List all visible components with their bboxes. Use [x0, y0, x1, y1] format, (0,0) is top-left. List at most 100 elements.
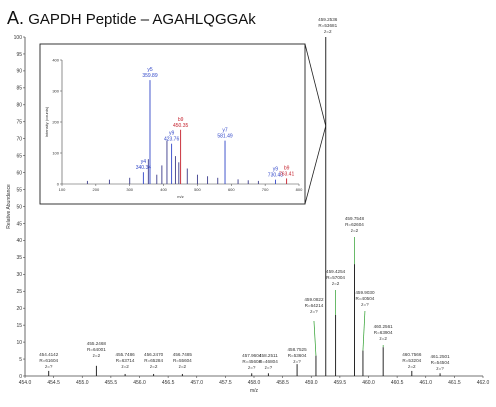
y-tick-label: 35 — [16, 255, 22, 261]
x-tick-label: 455.5 — [105, 380, 118, 386]
y-tick-label: 10 — [16, 340, 22, 346]
peak-label-line: R=55604 — [173, 358, 192, 363]
figure-title: A. GAPDH Peptide – AGAHLQGGAk — [7, 8, 256, 29]
peak-label-line: z=? — [361, 302, 369, 307]
y-tick-label: 85 — [16, 86, 22, 92]
x-tick-label: 456.5 — [162, 380, 175, 386]
inset-x-tick-label: 100 — [59, 187, 66, 192]
inset-ion-label: y9 — [169, 131, 175, 137]
x-tick-label: 456.0 — [133, 380, 146, 386]
x-tick-label: 462.0 — [477, 380, 490, 386]
peak-label-line: z=? — [45, 364, 53, 369]
x-tick-label: 457.5 — [219, 380, 232, 386]
peak-label-line: 460.7566 — [402, 352, 422, 357]
peak-label-line: z=2 — [332, 281, 340, 286]
x-tick-label: 454.5 — [47, 380, 60, 386]
y-tick-label: 20 — [16, 306, 22, 312]
inset-y-axis-label: Intensity (counts) — [44, 106, 49, 137]
inset-x-tick-label: 200 — [93, 187, 100, 192]
inset-ion-mz: 763.41 — [279, 171, 295, 177]
peak-label-line: 459.9030 — [355, 290, 375, 295]
peak-label-line: z=2 — [351, 228, 359, 233]
peak-label-line: 455.7486 — [116, 352, 136, 357]
peak-label-line: 458.2511 — [259, 353, 278, 358]
peak-label-line: 455.2468 — [87, 341, 107, 346]
x-tick-label: 460.5 — [391, 380, 404, 386]
peak-label-line: z=? — [248, 365, 256, 370]
x-tick-label: 458.5 — [276, 380, 289, 386]
peak-label-line: 457.9604 — [242, 353, 262, 358]
inset-ion-mz: 340.34 — [136, 165, 152, 171]
y-tick-label: 55 — [16, 187, 22, 193]
peak-label-line: 456.2470 — [144, 352, 164, 357]
peak-label-line: R=65284 — [144, 358, 163, 363]
inset-ion-label: y9 — [273, 167, 279, 173]
peak-label-line: R=53681 — [318, 23, 337, 28]
y-tick-label: 25 — [16, 289, 22, 295]
peak-label-line: 461.2501 — [430, 354, 450, 359]
zoom-line-bottom — [304, 125, 327, 205]
peak-label-line: R=54504 — [431, 360, 450, 365]
inset-y-tick-label: 200 — [52, 120, 59, 125]
inset-x-axis-label: m/z — [177, 194, 183, 199]
inset-ion-mz: 730.43 — [268, 173, 284, 179]
inset-x-tick-label: 500 — [194, 187, 201, 192]
x-tick-label: 461.0 — [419, 380, 432, 386]
x-tick-label: 454.0 — [19, 380, 32, 386]
peak-callout-line — [313, 320, 317, 356]
inset-frame — [39, 43, 306, 205]
x-tick-label: 459.5 — [334, 380, 347, 386]
inset-ion-mz: 581.49 — [217, 134, 233, 140]
x-axis-label: m/z — [250, 388, 259, 394]
peak-label-line: 456.7485 — [173, 352, 193, 357]
peak-label-line: z=2 — [93, 353, 101, 358]
inset-x-tick-label: 300 — [126, 187, 133, 192]
inset-ion-mz: 450.35 — [173, 123, 189, 129]
peak-label-line: R=64214 — [305, 303, 324, 308]
peak-label-line: 454.4142 — [39, 352, 59, 357]
x-tick-label: 458.0 — [248, 380, 261, 386]
inset-y-tick-label: 300 — [52, 89, 59, 94]
inset-ion-label: b9 — [178, 117, 184, 123]
y-tick-label: 95 — [16, 52, 22, 58]
peptide-title: GAPDH Peptide – AGAHLQGGAk — [28, 11, 256, 28]
peak-label-line: z=2 — [324, 29, 332, 34]
peak-label-line: z=2 — [408, 364, 416, 369]
inset-ion-mz: 359.89 — [142, 73, 158, 79]
inset-ion-label: y4 — [141, 159, 147, 165]
inset-x-tick-label: 400 — [160, 187, 167, 192]
peak-label-line: z=? — [310, 309, 318, 314]
inset-x-tick-label: 800 — [296, 187, 303, 192]
inset-x-tick-label: 700 — [262, 187, 269, 192]
peak-label-line: R=64001 — [87, 347, 106, 352]
y-tick-label: 60 — [16, 170, 22, 176]
x-tick-label: 461.5 — [448, 380, 461, 386]
inset-ion-mz: 423.76 — [164, 137, 180, 143]
y-tick-label: 30 — [16, 272, 22, 278]
peak-label-line: z=? — [293, 359, 301, 364]
y-tick-label: 40 — [16, 238, 22, 244]
peak-label-line: R=63714 — [116, 358, 135, 363]
peak-callout-line — [362, 310, 366, 351]
inset-ion-label: y7 — [222, 128, 228, 134]
peak-label-line: z=2 — [179, 364, 187, 369]
y-tick-label: 5 — [19, 357, 22, 363]
peak-label-line: z=2 — [379, 336, 387, 341]
peak-label-line: 459.2536 — [318, 17, 338, 22]
